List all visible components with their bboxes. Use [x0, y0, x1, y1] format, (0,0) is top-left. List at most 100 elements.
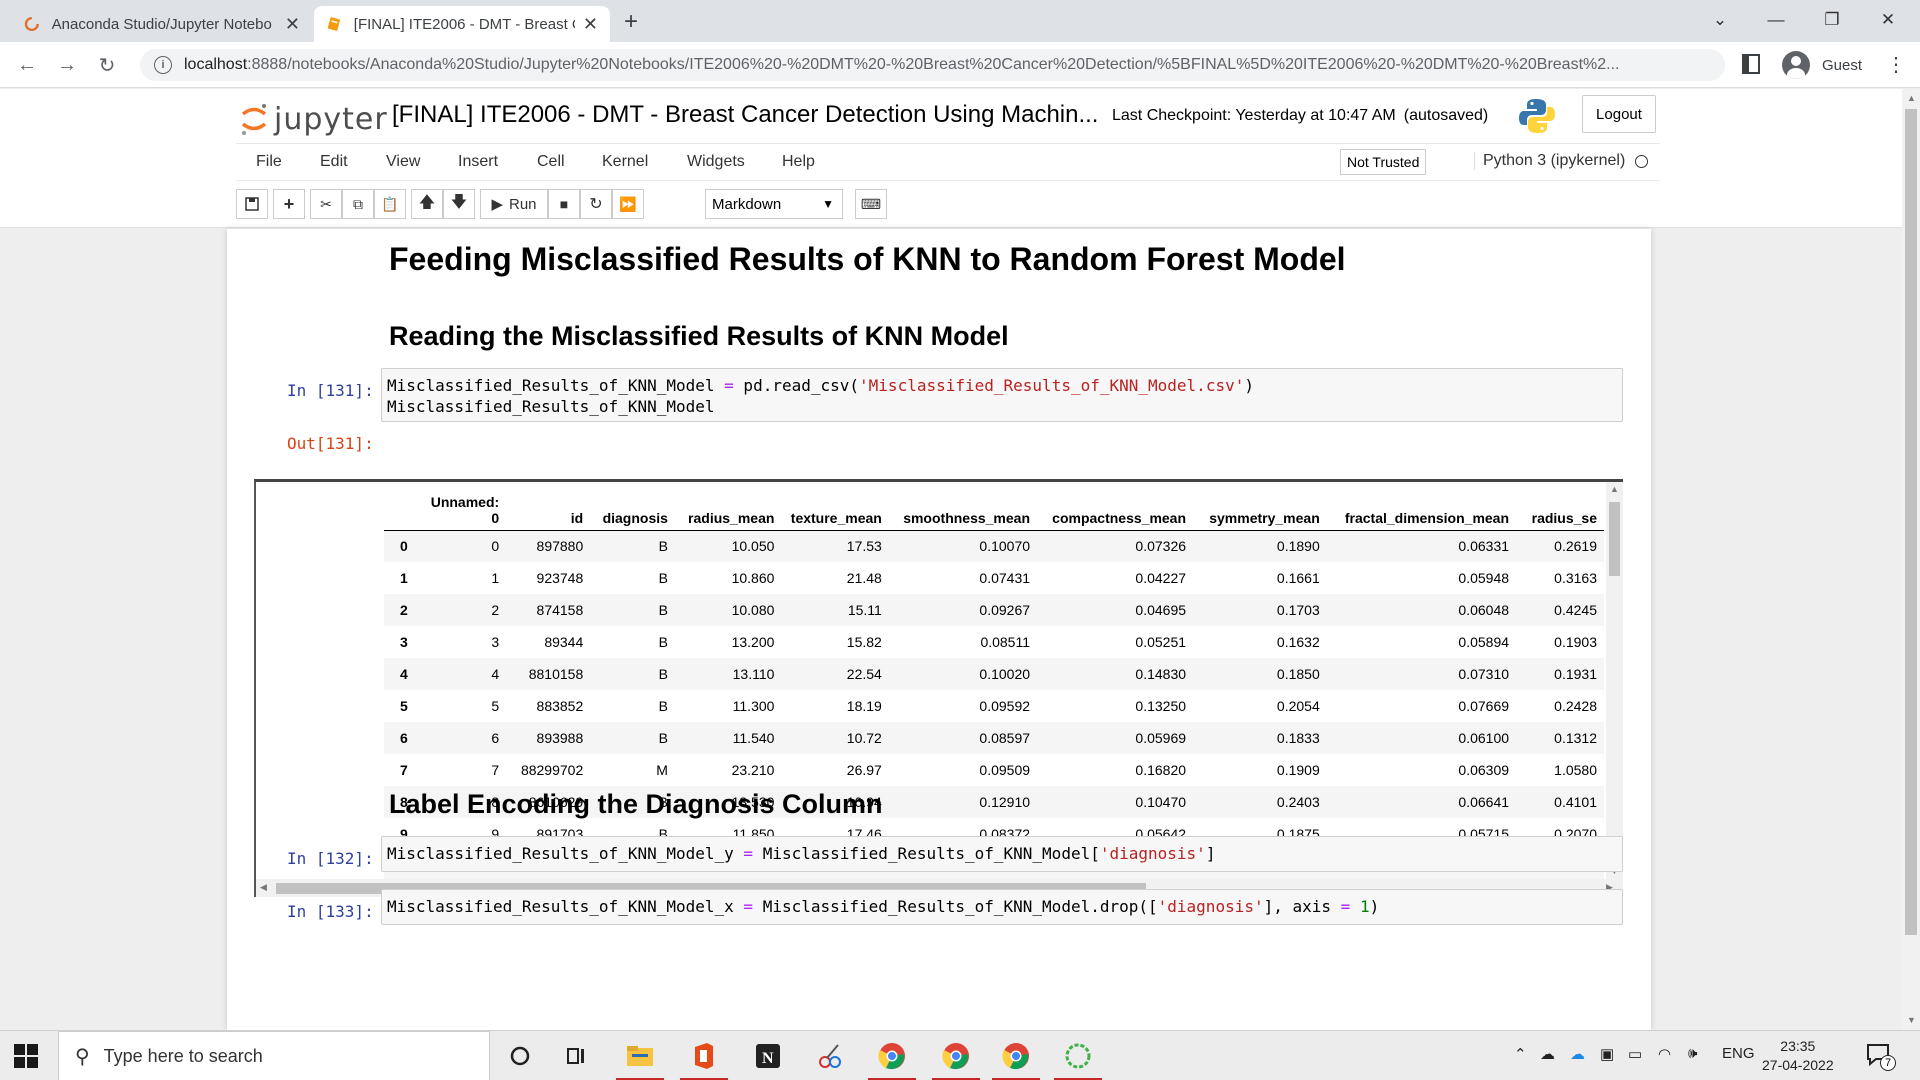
file-explorer-icon[interactable]	[612, 1031, 668, 1080]
menu-insert[interactable]: Insert	[458, 153, 498, 171]
scroll-down-icon[interactable]: ▼	[1907, 1015, 1916, 1025]
battery-icon[interactable]: ▭	[1628, 1045, 1642, 1063]
minimize-icon[interactable]: —	[1748, 0, 1804, 40]
notion-icon[interactable]: N	[740, 1031, 796, 1080]
language-indicator[interactable]: ENG	[1722, 1045, 1755, 1062]
code-cell[interactable]: Misclassified_Results_of_KNN_Model_x = M…	[381, 889, 1623, 925]
tab-notebook[interactable]: [FINAL] ITE2006 - DMT - Breast C ✕	[314, 6, 610, 42]
run-button[interactable]: ▶ Run	[480, 189, 548, 219]
menu-cell[interactable]: Cell	[537, 153, 565, 171]
move-down-icon[interactable]: 🡇	[443, 189, 475, 219]
menu-help[interactable]: Help	[782, 153, 815, 171]
scroll-up-icon[interactable]: ▲	[1610, 484, 1619, 494]
clock[interactable]: 23:35 27-04-2022	[1762, 1037, 1834, 1075]
logout-button[interactable]: Logout	[1582, 95, 1656, 133]
scrollbar-thumb[interactable]	[1905, 109, 1917, 935]
table-cell: 0.06309	[1327, 754, 1516, 786]
code-cell[interactable]: Misclassified_Results_of_KNN_Model = pd.…	[381, 368, 1623, 422]
insert-cell-icon[interactable]: +	[273, 189, 305, 219]
table-cell: 5	[424, 690, 506, 722]
window-close-icon[interactable]: ✕	[1860, 0, 1916, 40]
column-header: texture_mean	[781, 482, 888, 530]
save-icon[interactable]	[236, 189, 268, 219]
notebook-container: Feeding Misclassified Results of KNN to …	[227, 229, 1651, 1030]
index-header	[384, 482, 424, 530]
onedrive-icon[interactable]: ☁	[1570, 1045, 1585, 1063]
chrome-icon[interactable]	[928, 1031, 984, 1080]
office-icon[interactable]	[676, 1031, 732, 1080]
forward-icon[interactable]: →	[52, 50, 82, 80]
notification-center-button[interactable]: 7	[1866, 1043, 1898, 1071]
site-info-icon[interactable]: i	[154, 56, 172, 74]
device-icon[interactable]: ▣	[1600, 1045, 1614, 1063]
close-icon[interactable]: ✕	[285, 14, 300, 35]
tray-expand-icon[interactable]: ⌃	[1514, 1045, 1527, 1063]
table-cell: 0.1903	[1516, 626, 1604, 658]
table-cell: 0.1833	[1193, 722, 1327, 754]
page-scrollbar[interactable]: ▲ ▼	[1902, 89, 1920, 1030]
column-header: diagnosis	[590, 482, 675, 530]
chrome-icon[interactable]	[988, 1031, 1044, 1080]
restore-icon[interactable]: ❐	[1804, 0, 1860, 40]
table-cell: 23.210	[675, 754, 781, 786]
task-view-icon[interactable]	[548, 1031, 604, 1080]
not-trusted-button[interactable]: Not Trusted	[1340, 149, 1426, 175]
back-icon[interactable]: ←	[12, 50, 42, 80]
new-tab-button[interactable]: +	[624, 8, 638, 36]
windows-start-icon[interactable]	[14, 1044, 38, 1068]
tab-search-icon[interactable]: ⌄	[1692, 0, 1748, 40]
table-row: 3 3 89344 B 13.200 15.82 0.08511 0.05251 0.1632 0…	[384, 626, 1604, 658]
menu-edit[interactable]: Edit	[320, 153, 348, 171]
menu-widgets[interactable]: Widgets	[687, 153, 745, 171]
stop-icon[interactable]: ■	[548, 189, 580, 219]
table-cell: 0.12910	[889, 786, 1037, 818]
scroll-left-icon[interactable]: ◀	[260, 882, 267, 893]
cortana-icon[interactable]	[492, 1031, 548, 1080]
profile-button[interactable]: Guest	[1782, 49, 1862, 81]
table-cell: 0.08597	[889, 722, 1037, 754]
taskbar: ⚲ Type here to search N ⌃ ☁ ☁ ▣ ▭ ◠ 🕪 EN…	[0, 1030, 1920, 1080]
snipping-tool-icon[interactable]	[802, 1031, 858, 1080]
table-cell: 1	[424, 562, 506, 594]
wifi-icon[interactable]: ◠	[1658, 1045, 1671, 1063]
menu-view[interactable]: View	[386, 153, 420, 171]
code-cell[interactable]: Misclassified_Results_of_KNN_Model_y = M…	[381, 836, 1623, 872]
kernel-indicator[interactable]: Python 3 (ipykernel)	[1474, 152, 1648, 170]
url-input[interactable]: i localhost:8888/notebooks/Anaconda%20St…	[140, 49, 1725, 81]
restart-icon[interactable]: ↻	[580, 189, 612, 219]
scroll-up-icon[interactable]: ▲	[1907, 93, 1916, 103]
paste-icon[interactable]: 📋	[374, 189, 406, 219]
restart-run-all-icon[interactable]: ⏩	[612, 189, 644, 219]
notebook-title[interactable]: [FINAL] ITE2006 - DMT - Breast Cancer De…	[392, 101, 1098, 129]
tab-anaconda[interactable]: Anaconda Studio/Jupyter Notebo ✕	[12, 6, 312, 42]
kernel-idle-icon	[1635, 155, 1648, 168]
menu-kernel[interactable]: Kernel	[602, 153, 648, 171]
table-cell: 0.1850	[1193, 658, 1327, 690]
scrollbar-thumb[interactable]	[1609, 502, 1620, 576]
code-string: 'diagnosis'	[1100, 844, 1206, 863]
cut-icon[interactable]: ✂	[310, 189, 342, 219]
menu-dots-icon[interactable]: ⋮	[1886, 52, 1906, 77]
close-icon[interactable]: ✕	[583, 14, 598, 35]
copy-icon[interactable]: ⧉	[342, 189, 374, 219]
cloud-icon[interactable]: ☁	[1540, 1045, 1555, 1063]
menu-file[interactable]: File	[256, 153, 282, 171]
anaconda-navigator-icon[interactable]	[1050, 1031, 1106, 1080]
table-cell: 0.06641	[1327, 786, 1516, 818]
table-cell: 0.2403	[1193, 786, 1327, 818]
jupyter-logo[interactable]: jupyter	[240, 97, 388, 141]
volume-icon[interactable]: 🕪	[1688, 1045, 1697, 1062]
chrome-icon[interactable]	[864, 1031, 920, 1080]
taskbar-search[interactable]: ⚲ Type here to search	[58, 1031, 490, 1080]
move-up-icon[interactable]: 🡅	[411, 189, 443, 219]
notebook-icon	[326, 16, 342, 32]
vertical-scrollbar[interactable]: ▲ ▼	[1606, 482, 1623, 879]
cell-type-select[interactable]: Markdown ▼	[705, 189, 843, 219]
side-panel-icon[interactable]	[1742, 54, 1760, 74]
anaconda-icon	[24, 16, 40, 32]
keyboard-icon[interactable]: ⌨	[855, 189, 887, 219]
table-cell: 0.08511	[889, 626, 1037, 658]
table-cell: 11.540	[675, 722, 781, 754]
reload-icon[interactable]: ↻	[92, 50, 122, 80]
heading-feeding-misclassified: Feeding Misclassified Results of KNN to …	[389, 241, 1346, 278]
